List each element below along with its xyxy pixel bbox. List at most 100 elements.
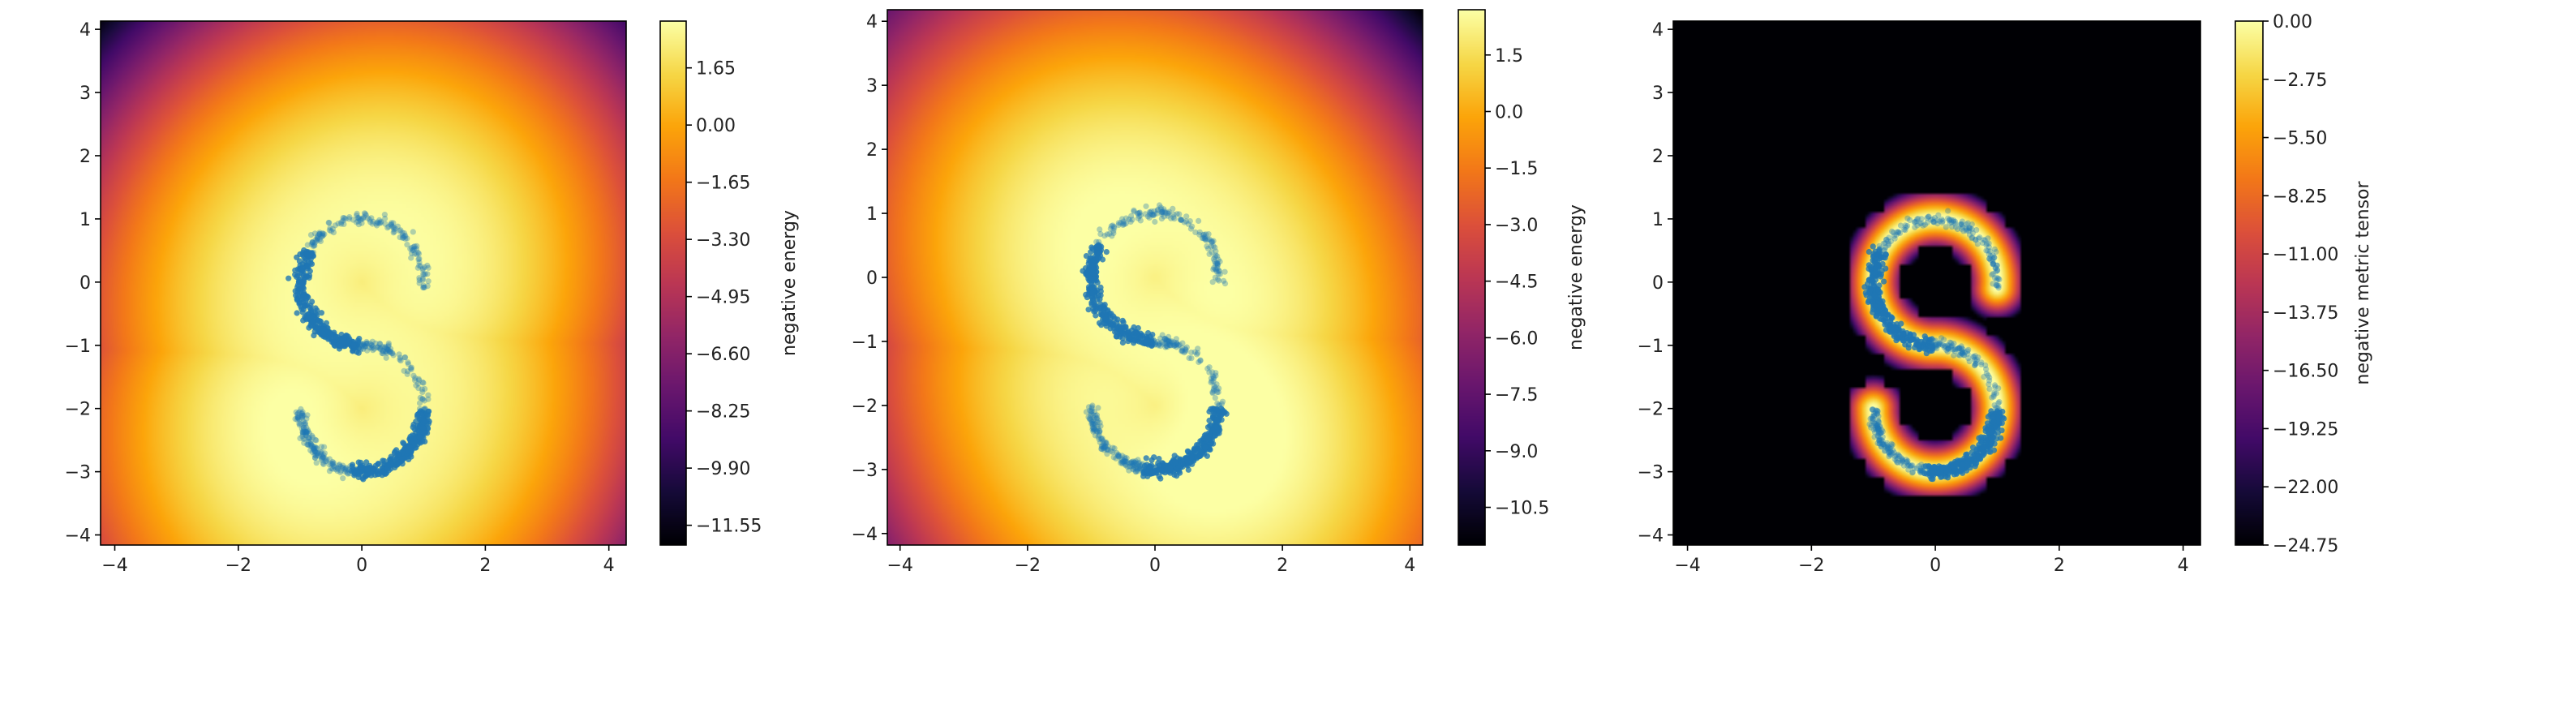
- data-point: [1895, 459, 1901, 466]
- data-point: [1917, 467, 1923, 474]
- data-point: [1878, 440, 1884, 446]
- data-point: [1139, 461, 1145, 468]
- data-point: [374, 222, 380, 229]
- data-point: [303, 428, 310, 435]
- data-point: [1962, 349, 1968, 355]
- data-point: [1191, 349, 1198, 355]
- data-point: [1956, 351, 1962, 358]
- data-point: [314, 238, 320, 244]
- data-point: [379, 350, 385, 357]
- data-point: [1098, 322, 1105, 328]
- data-point: [334, 468, 341, 474]
- data-point: [1878, 271, 1884, 277]
- data-point: [1870, 415, 1876, 422]
- data-point: [374, 344, 380, 351]
- data-point: [1984, 240, 1990, 247]
- data-point: [305, 442, 311, 449]
- data-point: [1887, 238, 1894, 245]
- data-point: [1162, 336, 1169, 342]
- data-point: [1992, 265, 1999, 272]
- data-point: [1183, 344, 1190, 350]
- data-point: [1926, 213, 1932, 220]
- data-point: [408, 244, 415, 251]
- data-point: [1943, 347, 1950, 354]
- data-point: [1878, 444, 1885, 450]
- data-point: [1868, 422, 1874, 429]
- data-point: [1098, 443, 1105, 449]
- data-point: [391, 229, 397, 235]
- data-point: [1134, 465, 1140, 472]
- data-point: [1135, 210, 1141, 217]
- data-point: [370, 218, 376, 225]
- data-point: [320, 230, 326, 237]
- data-point: [1934, 217, 1940, 224]
- y-tick-label: 3: [866, 76, 878, 97]
- data-point: [326, 468, 333, 474]
- data-point: [1878, 427, 1885, 433]
- data-point: [416, 377, 423, 384]
- data-point: [1991, 389, 1998, 396]
- data-point: [1910, 332, 1917, 338]
- data-point: [1942, 342, 1948, 349]
- data-point: [1934, 346, 1940, 352]
- data-point: [294, 310, 300, 316]
- data-point: [298, 306, 305, 312]
- data-point: [367, 217, 373, 223]
- data-point: [1103, 439, 1110, 446]
- data-point: [410, 247, 416, 254]
- data-point: [1216, 385, 1222, 392]
- colorbar-3: [2235, 21, 2263, 545]
- data-point: [320, 453, 326, 460]
- data-point: [1874, 422, 1881, 428]
- data-point: [1906, 462, 1913, 469]
- data-point: [1883, 265, 1889, 272]
- data-point: [340, 462, 346, 469]
- data-point: [1167, 342, 1174, 349]
- data-point: [1876, 247, 1883, 253]
- data-point: [1994, 405, 2001, 411]
- data-point: [359, 341, 367, 347]
- data-point: [1135, 468, 1141, 474]
- data-point: [1991, 254, 1998, 260]
- data-point: [1211, 264, 1217, 271]
- data-point: [1193, 442, 1200, 449]
- data-point: [300, 290, 307, 296]
- data-point: [1930, 216, 1936, 222]
- data-point: [1159, 332, 1166, 338]
- data-point: [1200, 231, 1208, 238]
- data-point: [364, 466, 371, 473]
- data-point: [1874, 440, 1881, 447]
- data-point: [1918, 467, 1925, 474]
- colorbar-tick-label: −3.0: [1495, 216, 1538, 236]
- data-point: [357, 217, 363, 223]
- data-point: [1973, 236, 1979, 243]
- data-point: [1093, 412, 1099, 419]
- data-point: [342, 469, 349, 475]
- data-point: [1131, 461, 1138, 469]
- data-point: [1131, 324, 1137, 331]
- data-point: [1986, 255, 1993, 262]
- data-point: [376, 217, 383, 223]
- data-point: [420, 425, 427, 431]
- data-point: [1213, 260, 1220, 267]
- data-point: [314, 450, 320, 457]
- data-point: [1165, 212, 1171, 219]
- data-point: [1214, 260, 1221, 267]
- data-point: [1123, 455, 1130, 461]
- data-point: [1986, 381, 1992, 388]
- data-point: [309, 239, 316, 246]
- data-point: [1096, 431, 1102, 439]
- colorbar-tick-label: 0.00: [696, 116, 736, 136]
- data-point: [1903, 336, 1910, 342]
- data-point: [1893, 453, 1900, 459]
- data-point: [1978, 361, 1985, 368]
- data-point: [356, 336, 363, 342]
- data-point: [1891, 233, 1897, 239]
- data-point: [1958, 225, 1964, 232]
- data-point: [1105, 443, 1111, 449]
- data-point: [1088, 416, 1094, 423]
- data-point: [1218, 401, 1225, 407]
- data-point: [1214, 260, 1221, 267]
- y-tick-label: −3: [65, 463, 91, 483]
- data-point: [1096, 427, 1102, 435]
